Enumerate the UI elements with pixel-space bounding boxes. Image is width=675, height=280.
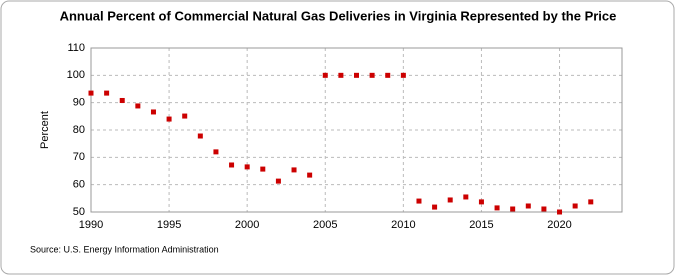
source-note: Source: U.S. Energy Information Administ… [30,244,219,254]
point [166,116,172,122]
x-tick-label: 2015 [469,219,493,231]
point [244,164,250,170]
y-tick-label: 50 [73,206,85,218]
y-tick-label: 60 [73,179,85,191]
point [197,133,203,139]
x-tick-label: 2005 [313,219,337,231]
point [432,204,438,210]
point [447,197,453,203]
point [354,72,359,78]
point [369,72,375,78]
point [572,203,578,209]
point [525,203,531,209]
point [119,97,125,103]
point [478,199,484,205]
y-axis-label: Percent [39,111,51,149]
y-tick-label: 80 [73,124,85,136]
point [150,109,156,115]
point [88,90,94,96]
point [588,199,594,205]
point [229,162,235,168]
x-tick-label: 2020 [547,219,571,231]
point [104,90,110,96]
point [135,103,141,109]
x-tick-label: 2010 [391,219,415,231]
chart-title: Annual Percent of Commercial Natural Gas… [60,8,617,23]
y-tick-label: 110 [67,42,85,54]
point [557,209,563,215]
x-tick-label: 1990 [79,219,103,231]
point [182,113,188,119]
point [322,72,328,78]
y-tick-label: 90 [73,97,85,109]
x-tick-label: 2000 [235,219,259,231]
point [463,194,469,200]
x-tick-label: 1995 [157,219,181,231]
point [291,167,297,173]
point [400,72,406,78]
point [416,198,422,204]
point [275,178,281,184]
point [338,72,344,78]
y-tick-label: 100 [67,69,85,81]
point [213,149,219,155]
point [307,172,313,178]
plot-border [90,47,623,213]
point [541,206,547,212]
point [260,166,266,172]
point [494,205,500,211]
y-tick-label: 70 [73,151,85,163]
point [510,206,516,212]
point [385,72,391,78]
